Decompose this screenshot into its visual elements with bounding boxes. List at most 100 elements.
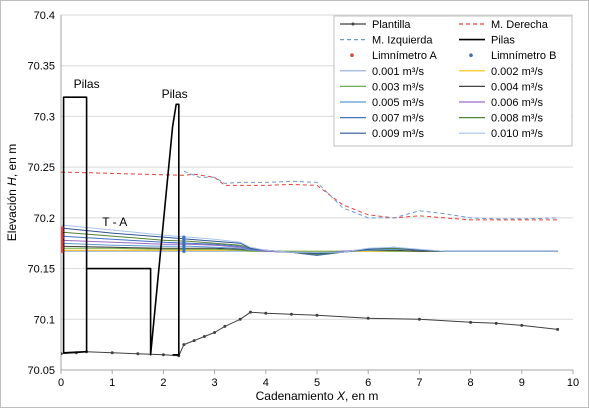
legend-label: 0.005 m³/s <box>372 97 424 109</box>
legend-label: 0.007 m³/s <box>372 113 424 125</box>
series-plantilla-point <box>238 317 242 321</box>
legend-label: M. Derecha <box>491 19 549 31</box>
x-axis-title: Cadenamiento X, en m <box>256 389 379 403</box>
series-plantilla-point <box>315 313 319 317</box>
series-0-010-m-s-line <box>61 224 558 253</box>
legend-label: 0.004 m³/s <box>491 81 543 93</box>
legend-label: Plantilla <box>372 19 411 31</box>
series-limn-metro-a-point <box>61 226 64 230</box>
legend-label: Limnímetro A <box>372 50 437 62</box>
series-limn-metro-b <box>182 235 186 253</box>
legend-label: 0.002 m³/s <box>491 66 543 78</box>
y-tick-label: 70.05 <box>27 365 55 377</box>
legend-label: 0.006 m³/s <box>491 97 543 109</box>
series-plantilla-point <box>494 321 498 325</box>
annotation-pilas: Pilas <box>162 87 188 101</box>
series-plantilla-point <box>264 311 268 315</box>
series-limn-metro-a-point <box>61 232 64 236</box>
series-limn-metro-a-point <box>61 229 64 233</box>
legend-entry-limn-metro-a: Limnímetro A <box>350 50 437 62</box>
annotation-t-a: T - A <box>102 215 127 229</box>
x-tick-label: 6 <box>365 377 371 389</box>
series-layer <box>61 96 560 358</box>
y-axis-title: Elevación H, en m <box>5 144 19 241</box>
legend-entry-0-001-m-s: 0.001 m³/s <box>340 66 424 78</box>
x-tick-label: 1 <box>109 377 115 389</box>
series-limn-metro-a-point <box>61 244 64 248</box>
series-plantilla-point <box>417 317 421 321</box>
legend-entry-0-003-m-s: 0.003 m³/s <box>340 81 424 93</box>
legend-box <box>333 15 573 147</box>
series-limn-metro-a-point <box>61 249 64 253</box>
legend-label: 0.010 m³/s <box>491 128 543 140</box>
y-tick-label: 70.15 <box>27 264 55 276</box>
x-axis-title-part: , en m <box>345 389 378 403</box>
legend-label: 0.003 m³/s <box>372 81 424 93</box>
x-tick-label: 9 <box>519 377 525 389</box>
x-tick-label: 4 <box>263 377 269 389</box>
legend-entry-m-derecha: M. Derecha <box>459 19 549 31</box>
y-tick-label: 70.2 <box>34 213 55 225</box>
y-tick-label: 70.3 <box>34 111 55 123</box>
series-plantilla-point <box>61 352 63 356</box>
series-plantilla-point <box>223 324 227 328</box>
legend-entry-limn-metro-b: Limnímetro B <box>469 50 556 62</box>
series-limn-metro-b-point <box>182 235 186 239</box>
series-plantilla-point <box>110 351 114 355</box>
series-plantilla-point <box>366 316 370 320</box>
series-plantilla-point <box>248 310 252 314</box>
legend-label: 0.001 m³/s <box>372 66 424 78</box>
series-plantilla-point <box>136 352 140 356</box>
series-limn-metro-a <box>61 226 64 253</box>
x-tick-label: 8 <box>468 377 474 389</box>
series-plantilla-point <box>213 330 217 334</box>
legend-label: M. Izquierda <box>372 35 433 47</box>
x-tick-label: 2 <box>160 377 166 389</box>
x-tick-label: 3 <box>212 377 218 389</box>
legend-entry-0-010-m-s: 0.010 m³/s <box>459 128 543 140</box>
legend-entry-m-izquierda: M. Izquierda <box>340 35 433 47</box>
series-plantilla-point <box>289 312 293 316</box>
x-axis-title-part: Cadenamiento <box>256 389 337 403</box>
legend-entry-0-006-m-s: 0.006 m³/s <box>459 97 543 109</box>
series-plantilla-markers <box>61 310 560 358</box>
legend-swatch-marker <box>351 22 355 26</box>
series-m-derecha-line <box>61 171 558 221</box>
legend-label: 0.009 m³/s <box>372 128 424 140</box>
legend-swatch <box>469 53 473 57</box>
y-axis-title-part: H <box>5 177 19 186</box>
x-axis-title-part: X <box>336 389 346 403</box>
legend-entry-0-004-m-s: 0.004 m³/s <box>459 81 543 93</box>
x-tick-label: 10 <box>567 377 579 389</box>
legend-entry-pilas: Pilas <box>459 35 515 47</box>
x-tick-label: 5 <box>314 377 320 389</box>
legend-entry-0-007-m-s: 0.007 m³/s <box>340 113 424 125</box>
legend: Plantilla M. Derecha M. Izquierda Pilas Limn… <box>333 15 573 147</box>
legend-label: 0.008 m³/s <box>491 113 543 125</box>
y-tick-label: 70.35 <box>27 61 55 73</box>
series-plantilla-line <box>61 311 558 357</box>
annotations: Pilas Pilas T - A <box>74 77 188 229</box>
x-tick-label: 0 <box>58 377 64 389</box>
legend-entry-0-008-m-s: 0.008 m³/s <box>459 113 543 125</box>
series-plantilla-point <box>161 353 165 357</box>
y-tick-label: 70.4 <box>34 10 55 22</box>
y-tick-label: 70.25 <box>27 162 55 174</box>
x-tick-label: 7 <box>416 377 422 389</box>
series-m-izquierda-line <box>183 170 558 220</box>
legend-entry-0-009-m-s: 0.009 m³/s <box>340 128 424 140</box>
legend-swatch <box>350 53 354 57</box>
legend-label: Limnímetro B <box>491 50 556 62</box>
y-axis-title-part: , en m <box>5 144 19 177</box>
legend-entry-0-005-m-s: 0.005 m³/s <box>340 97 424 109</box>
annotation-pilas: Pilas <box>74 77 100 91</box>
y-axis-title-part: Elevación <box>5 186 19 241</box>
legend-entry-plantilla: Plantilla <box>340 19 411 31</box>
series-plantilla-point <box>182 343 186 347</box>
series-plantilla-point <box>469 320 473 324</box>
series-plantilla-point <box>520 323 524 327</box>
y-tick-label: 70.1 <box>34 314 55 326</box>
legend-label: Pilas <box>491 35 515 47</box>
